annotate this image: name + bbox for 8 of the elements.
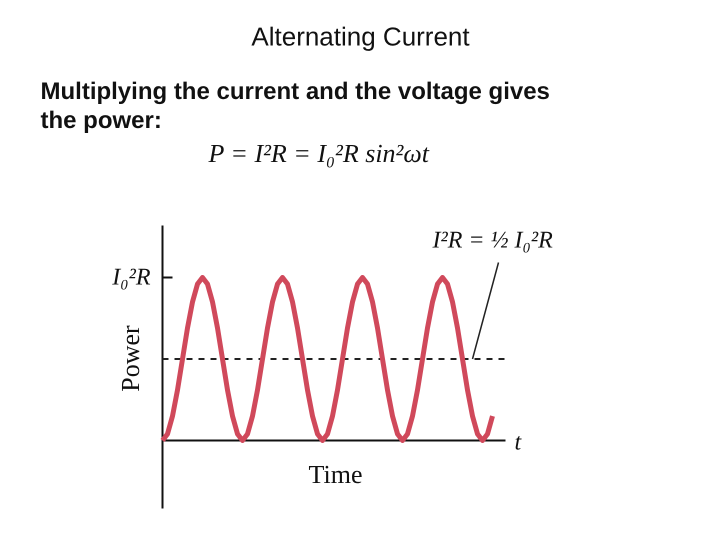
text: I₀²R [111,264,151,290]
text: P = I²R = I₀²R sin²ωt [208,139,430,168]
chart-title: Alternating Current [251,22,470,52]
y-axis-title: Power [116,324,145,392]
ref-line-label: I²R = ½ I₀²R [432,228,554,254]
chart-subtitle: Multiplying the current and the voltage gives the power: [40,78,550,134]
x-axis-title: Time [308,460,362,489]
text: t [514,430,522,456]
